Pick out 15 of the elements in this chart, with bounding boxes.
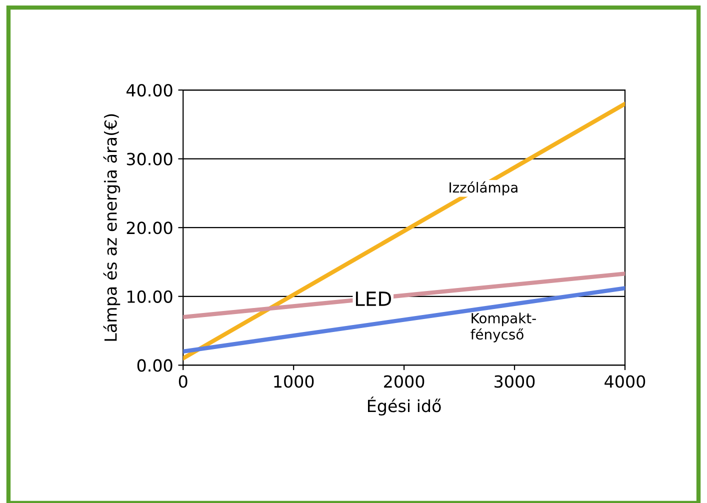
y-tick-label: 10.00 (128, 290, 172, 303)
y-axis-title: Lámpa és az energia ára(€) (103, 114, 120, 341)
x-tick-label: 3000 (494, 375, 535, 388)
y-tick-label: 30.00 (126, 152, 172, 166)
y-tick-label: 0.00 (137, 359, 172, 372)
series-label: Kompakt- fénycső (470, 312, 536, 342)
y-tick-label: 40.00 (126, 84, 172, 97)
x-tick-label: 1000 (274, 375, 314, 388)
x-axis-title: Égési idő (368, 396, 441, 416)
series-label: Izzólámpa (450, 181, 518, 196)
x-tick-label: 0 (178, 375, 188, 388)
x-tick-label: 2000 (384, 375, 424, 388)
series-label: LED (356, 292, 392, 306)
y-tick-label: 20.00 (126, 222, 172, 234)
x-tick-label: 4000 (604, 375, 646, 388)
